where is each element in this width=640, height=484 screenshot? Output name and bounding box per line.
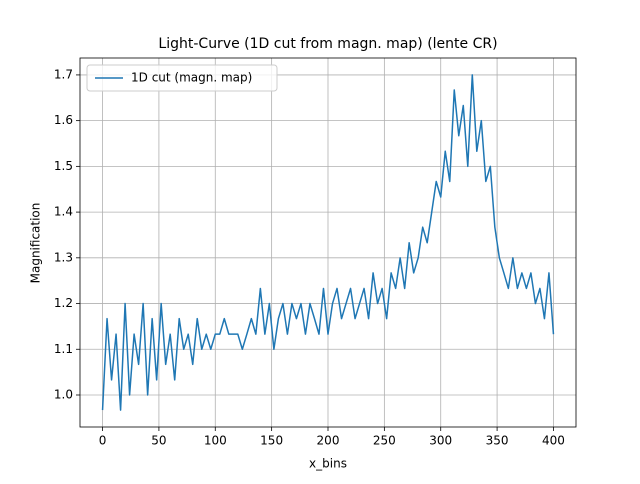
axes-frame	[79, 57, 577, 428]
y-tick-label: 1.1	[54, 342, 73, 356]
line-series	[101, 74, 555, 411]
x-tick-label: 150	[260, 434, 283, 448]
y-tick-label: 1.0	[54, 387, 73, 401]
y-tick-label: 1.6	[54, 113, 73, 127]
x-tick-label: 400	[542, 434, 565, 448]
x-tick-label: 200	[317, 434, 340, 448]
x-tick-label: 300	[429, 434, 452, 448]
y-tick-label: 1.7	[54, 67, 73, 81]
x-tick-label: 100	[204, 434, 227, 448]
chart-title: Light-Curve (1D cut from magn. map) (len…	[158, 36, 497, 52]
x-tick-label: 0	[99, 434, 107, 448]
x-axis-label: x_bins	[309, 457, 347, 471]
x-tick-label: 50	[151, 434, 166, 448]
y-tick-label: 1.2	[54, 296, 73, 310]
y-tick-label: 1.5	[54, 159, 73, 173]
x-tick-label: 350	[486, 434, 509, 448]
y-tick-label: 1.4	[54, 205, 73, 219]
x-tick-label: 250	[373, 434, 396, 448]
y-tick-label: 1.3	[54, 250, 73, 264]
legend-box	[86, 64, 278, 92]
y-axis-label: Magnification	[29, 203, 43, 284]
legend-label: 1D cut (magn. map)	[131, 71, 252, 85]
